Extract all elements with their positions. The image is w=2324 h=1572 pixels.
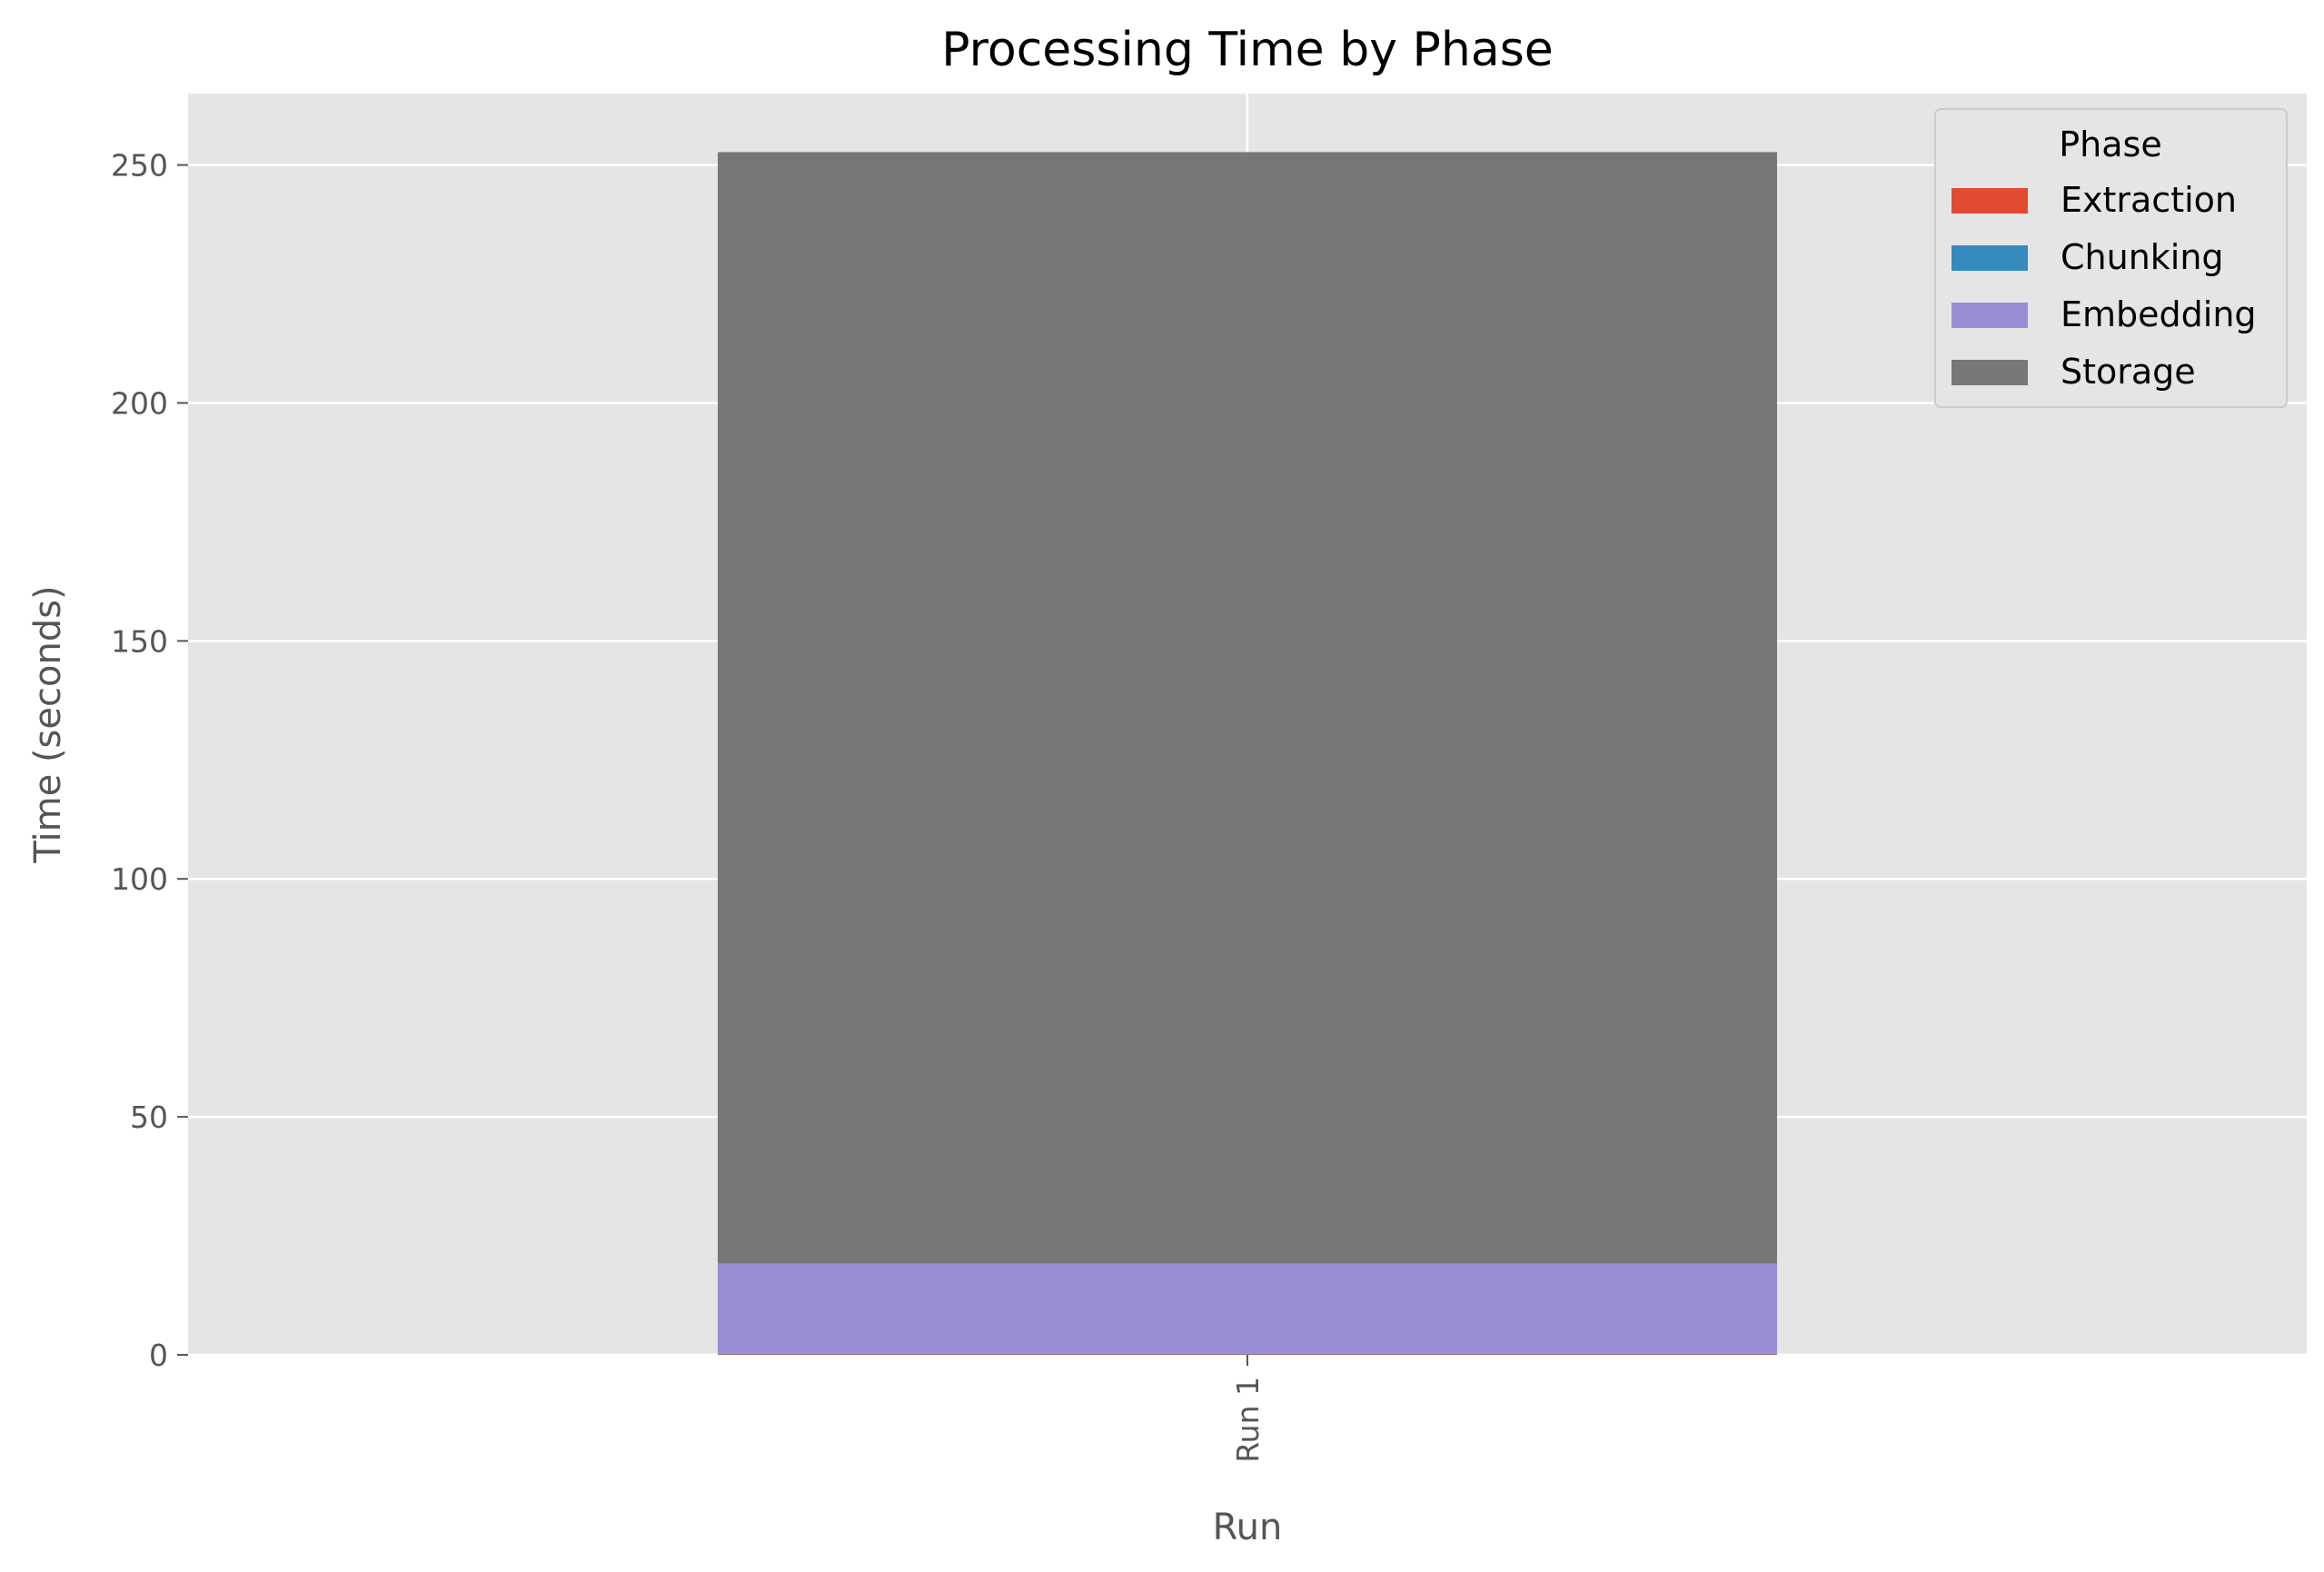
y-tick-label: 100 [111, 861, 168, 897]
y-axis: 0 50 100 150 200 250 [111, 148, 188, 1373]
legend-box [1934, 108, 2288, 408]
y-tick-label: 200 [111, 385, 168, 421]
legend-swatch-embedding [1952, 303, 2028, 328]
bar-chunking [718, 1353, 1777, 1355]
legend-label-storage: Storage [2061, 352, 2196, 392]
legend-label-embedding: Embedding [2061, 294, 2257, 334]
legend-items: Extraction Chunking Embedding Storage [1952, 180, 2257, 392]
legend-swatch-chunking [1952, 245, 2028, 271]
chart-title: Processing Time by Phase [941, 23, 1554, 77]
legend: Phase Extraction Chunking Embedding Storage [1934, 108, 2288, 408]
x-axis: Run 1 [1230, 1355, 1266, 1463]
y-tick-label: 0 [149, 1338, 168, 1373]
legend-swatch-extraction [1952, 188, 2028, 214]
bars [718, 152, 1777, 1355]
y-axis-label: Time (seconds) [27, 585, 69, 863]
y-tick-label: 250 [111, 148, 168, 184]
bar-embedding [718, 1263, 1777, 1354]
legend-title: Phase [2059, 124, 2161, 164]
legend-label-extraction: Extraction [2061, 180, 2237, 220]
legend-label-chunking: Chunking [2061, 237, 2224, 277]
legend-swatch-storage [1952, 360, 2028, 385]
y-tick-label: 150 [111, 623, 168, 659]
y-tick-label: 50 [130, 1099, 168, 1135]
bar-extraction [718, 1354, 1777, 1355]
x-tick-label: Run 1 [1230, 1377, 1266, 1463]
x-axis-label: Run [1213, 1507, 1283, 1548]
bar-storage [718, 152, 1777, 1264]
